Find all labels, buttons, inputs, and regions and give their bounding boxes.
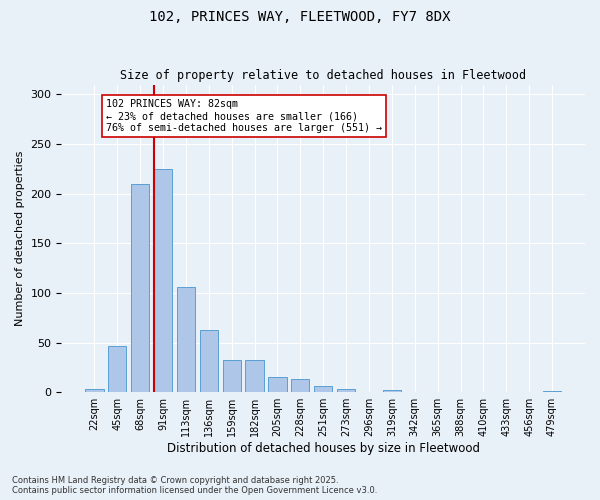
- Bar: [337, 389, 355, 392]
- Bar: [154, 169, 172, 392]
- Title: Size of property relative to detached houses in Fleetwood: Size of property relative to detached ho…: [120, 69, 526, 82]
- Text: Contains HM Land Registry data © Crown copyright and database right 2025.
Contai: Contains HM Land Registry data © Crown c…: [12, 476, 377, 495]
- Bar: [200, 330, 218, 392]
- Y-axis label: Number of detached properties: Number of detached properties: [15, 150, 25, 326]
- Bar: [268, 378, 287, 392]
- Bar: [177, 287, 195, 392]
- Bar: [131, 184, 149, 392]
- Bar: [85, 389, 104, 392]
- Bar: [108, 346, 127, 392]
- Bar: [245, 360, 264, 392]
- Bar: [314, 386, 332, 392]
- Bar: [383, 390, 401, 392]
- X-axis label: Distribution of detached houses by size in Fleetwood: Distribution of detached houses by size …: [167, 442, 480, 455]
- Bar: [223, 360, 241, 392]
- Text: 102 PRINCES WAY: 82sqm
← 23% of detached houses are smaller (166)
76% of semi-de: 102 PRINCES WAY: 82sqm ← 23% of detached…: [106, 100, 382, 132]
- Bar: [291, 380, 310, 392]
- Text: 102, PRINCES WAY, FLEETWOOD, FY7 8DX: 102, PRINCES WAY, FLEETWOOD, FY7 8DX: [149, 10, 451, 24]
- Bar: [543, 391, 561, 392]
